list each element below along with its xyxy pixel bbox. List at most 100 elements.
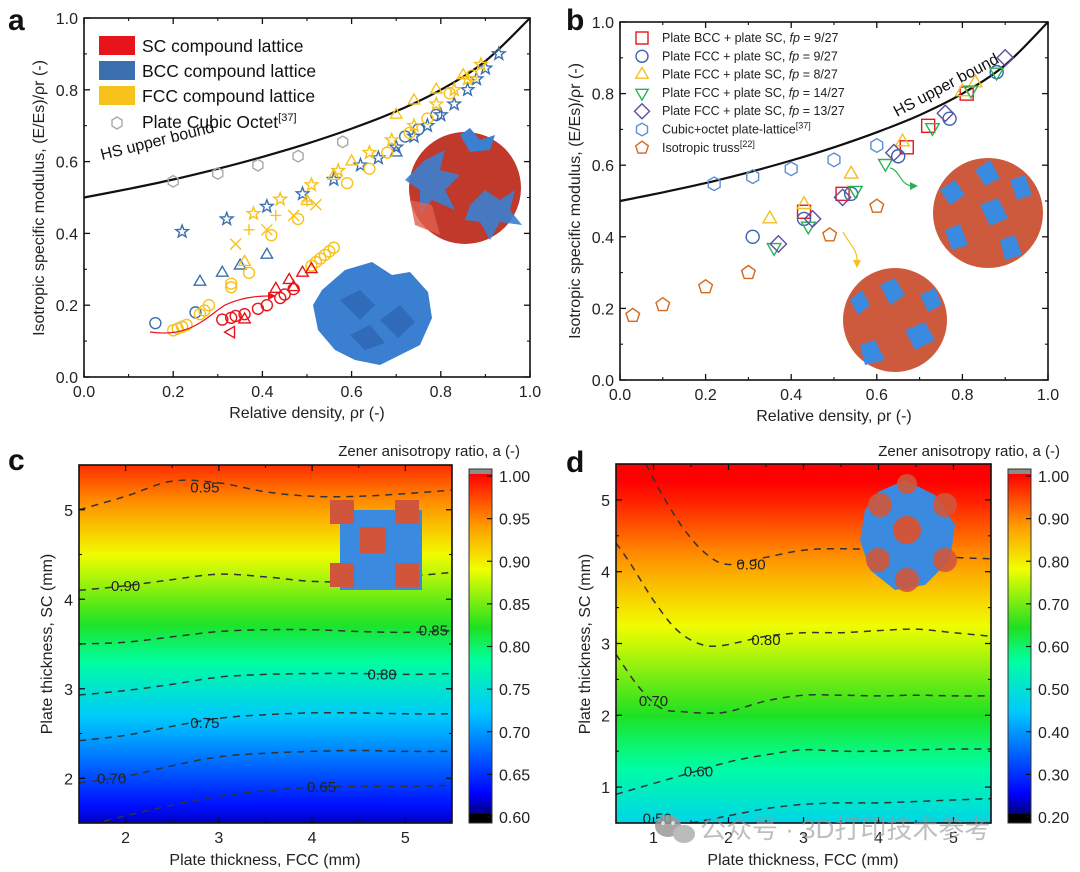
panel-b-legend: Plate BCC + plate SC, fp = 9/27 Plate FCC…	[633, 31, 845, 155]
contour-label: 0.75	[190, 715, 219, 732]
data-point-triangle-down	[877, 158, 894, 173]
contour-label: 0.95	[190, 479, 219, 496]
watermark: 公众号 · 3D打印技术参考	[655, 814, 990, 844]
contour-label: 0.65	[307, 779, 336, 796]
x-tick-label: 0.8	[951, 387, 973, 404]
x-tick-label: 0.4	[780, 387, 802, 404]
y-tick-label: 5	[601, 493, 610, 510]
colorbar-tick-label: 0.85	[499, 597, 530, 614]
panel-c-xlabel: Plate thickness, FCC (mm)	[169, 852, 360, 869]
y-tick-label: 0.6	[592, 158, 614, 175]
data-point-triangle-down	[962, 85, 979, 100]
legend-marker-circle	[635, 49, 649, 63]
x-tick-label: 0.4	[251, 384, 273, 401]
colorbar-tick-label: 0.40	[1038, 725, 1069, 742]
data-point-hexagon	[337, 135, 349, 149]
data-point-star	[272, 190, 289, 207]
y-tick-label: 3	[601, 637, 610, 654]
y-tick-label: 0.6	[56, 155, 78, 172]
x-tick-label: 0.2	[694, 387, 716, 404]
y-tick-label: 0.8	[56, 83, 78, 100]
data-point-triangle	[796, 195, 813, 210]
data-point-diamond	[936, 104, 955, 123]
panel-b-ticks: 0.0 0.2 0.4 0.6 0.8 1.0 0.0 0.2 0.4 0.6 0.8 1.0	[592, 15, 1059, 404]
data-point-diamond	[769, 234, 788, 254]
data-point-triangle	[967, 73, 984, 88]
data-point-triangle	[282, 272, 297, 285]
panel-c-ylabel: Plate thickness, SC (mm)	[39, 554, 56, 734]
data-point-triangle	[761, 209, 778, 224]
data-point-circle	[216, 313, 229, 326]
panel-d-ylabel: Plate thickness, SC (mm)	[577, 554, 594, 734]
legend-label: Plate FCC + plate SC, fp = 14/27	[662, 86, 845, 100]
y-tick-label: 5	[64, 503, 73, 520]
data-point-triangle	[456, 67, 471, 80]
data-point-diamond	[803, 209, 822, 228]
data-point-pentagon	[625, 307, 641, 322]
panel-a-marks	[83, 17, 531, 340]
contour-label: 0.60	[684, 763, 713, 780]
data-point-triangle	[344, 153, 359, 166]
data-point-star	[459, 81, 476, 97]
contour-line	[79, 711, 452, 742]
data-point-hexagon	[784, 161, 798, 177]
data-point-star	[329, 161, 347, 178]
colorbar-tick-label: 0.75	[499, 682, 530, 699]
y-tick-label: 2	[601, 708, 610, 725]
data-point-triangle	[304, 261, 319, 274]
data-point-circle	[942, 111, 957, 126]
data-point-circle	[242, 266, 256, 280]
legend-marker-square	[635, 31, 649, 45]
data-point-star	[387, 138, 405, 155]
data-point-circle	[229, 309, 242, 323]
data-point-star	[245, 205, 262, 221]
data-point-circle	[287, 282, 300, 296]
data-point-triangle	[429, 81, 444, 94]
data-point-triangle	[326, 168, 341, 181]
x-tick-label: 1.0	[519, 384, 541, 401]
x-tick-label: 0.6	[340, 384, 362, 401]
y-tick-label: 1	[601, 780, 610, 797]
data-point-triangle	[389, 106, 404, 119]
legend-label-bcc: BCC compound lattice	[142, 61, 316, 81]
y-tick-label: 3	[64, 682, 73, 699]
colorbar-tick-label: 0.30	[1038, 767, 1069, 784]
data-point-triangle-down	[766, 242, 783, 257]
panel-c-colorbar-ticks: 0.60 0.65 0.70 0.75 0.80 0.85 0.90 0.95 1.00	[487, 469, 530, 827]
data-point-circle	[403, 126, 416, 140]
data-point-pentagon	[740, 264, 757, 280]
y-tick-label: 0.2	[56, 298, 78, 315]
panel-b: b 0.0 0.2 0.4 0.6 0.8 1.0 0.0 0.2 0.4 0.6 0.8 1.0 R…	[566, 4, 1059, 425]
data-point-pentagon	[697, 278, 714, 294]
data-point-star	[361, 144, 378, 160]
contour-line	[79, 628, 452, 645]
data-point-square	[796, 204, 812, 219]
x-tick-label: 4	[308, 830, 317, 847]
panel-b-arrow-green	[889, 167, 913, 187]
panel-a-legend: SC compound lattice BCC compound lattice…	[99, 36, 316, 132]
x-tick-label: 2	[724, 830, 733, 847]
x-tick-label: 0.8	[430, 384, 452, 401]
colorbar-tick-label: 0.65	[499, 767, 530, 784]
contour-label: 0.85	[419, 623, 448, 640]
y-tick-label: 0.0	[592, 373, 614, 390]
data-point-square	[835, 186, 850, 202]
data-point-diamond	[996, 48, 1015, 67]
panel-a-xlabel: Relative density, ρr (-)	[229, 405, 385, 422]
legend-marker-pentagon	[634, 140, 650, 154]
y-tick-label: 4	[64, 592, 73, 609]
data-point-star	[445, 95, 463, 112]
panel-b-arrowhead-yellow	[853, 260, 861, 268]
data-point-circle	[224, 277, 238, 290]
x-tick-label: 1.0	[1037, 387, 1059, 404]
y-tick-label: 0.2	[592, 301, 614, 318]
data-point-star	[383, 131, 400, 148]
data-point-circle	[260, 299, 274, 312]
contour-line	[690, 797, 991, 823]
data-point-circle	[265, 228, 278, 242]
contour-label: 0.90	[111, 578, 140, 595]
panel-d-colorbar	[1007, 468, 1032, 824]
data-point-circle	[340, 176, 354, 190]
data-point-triangle-down	[924, 122, 941, 137]
